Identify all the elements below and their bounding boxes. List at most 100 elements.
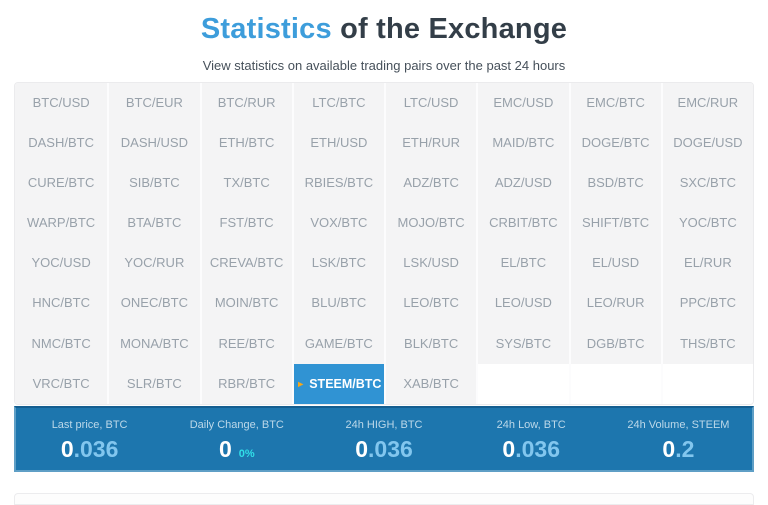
pair-cell[interactable]: YOC/BTC [660, 203, 753, 244]
pair-cell-selected[interactable]: ► STEEM/BTC [291, 363, 384, 404]
pair-cell[interactable]: EL/RUR [660, 243, 753, 284]
pair-cell[interactable]: XAB/BTC [384, 363, 477, 404]
pair-cell[interactable]: BTC/RUR [199, 83, 292, 124]
pair-cell[interactable]: HNC/BTC [15, 283, 108, 324]
stat-item: 24h Low, BTC 0.036 [458, 408, 605, 470]
pair-cell[interactable]: YOC/RUR [107, 243, 200, 284]
pair-cell[interactable]: RBIES/BTC [291, 163, 384, 204]
next-section-edge [14, 493, 754, 505]
pair-cell[interactable]: CREVA/BTC [199, 243, 292, 284]
pair-cell[interactable]: CRBIT/BTC [476, 203, 569, 244]
pair-cell[interactable]: BTC/USD [15, 83, 108, 124]
pair-cell[interactable]: PPC/BTC [660, 283, 753, 324]
stat-label: Daily Change, BTC [189, 419, 284, 431]
pair-cell[interactable]: EL/USD [568, 243, 661, 284]
stat-value-integer: 0 [60, 436, 74, 462]
pairs-grid-container: BTC/USD BTC/EUR BTC/RUR LTC/BTC LTC/USD EMC/U… [14, 82, 754, 405]
pair-cell[interactable]: TX/BTC [199, 163, 292, 204]
pair-cell[interactable]: DASH/USD [107, 123, 200, 164]
stat-change-percent-badge: 0% [238, 448, 255, 460]
pair-cell[interactable]: MONA/BTC [107, 323, 200, 364]
pair-cell[interactable]: RBR/BTC [199, 363, 292, 404]
stat-value-fraction: .036 [73, 436, 119, 462]
page-title: Statistics of the Exchange [0, 13, 768, 46]
stat-value: 0.036 [16, 436, 163, 463]
pair-cell[interactable]: LSK/USD [384, 243, 477, 284]
pair-cell[interactable]: EMC/USD [476, 83, 569, 124]
pair-cell[interactable]: ETH/USD [291, 123, 384, 164]
pair-cell[interactable]: LSK/BTC [291, 243, 384, 284]
pair-cell[interactable]: MOIN/BTC [199, 283, 292, 324]
pair-cell[interactable]: BTA/BTC [107, 203, 200, 244]
pair-cell[interactable]: SLR/BTC [107, 363, 200, 404]
pair-cell[interactable]: WARP/BTC [15, 203, 108, 244]
stat-value: 0.036 [310, 436, 457, 463]
page-title-rest: of the Exchange [331, 13, 568, 45]
page-title-highlight: Statistics [200, 13, 332, 45]
stat-label: 24h HIGH, BTC [345, 419, 423, 431]
stat-value-integer: 0 [218, 436, 232, 462]
pair-cell[interactable]: ETH/BTC [199, 123, 292, 164]
stat-value: 0.2 [605, 436, 752, 463]
pair-cell[interactable]: SXC/BTC [660, 163, 753, 204]
pair-cell-empty [660, 363, 753, 404]
pair-cell[interactable]: VOX/BTC [291, 203, 384, 244]
pair-cell[interactable]: YOC/USD [15, 243, 108, 284]
stats-bar: Last price, BTC 0.036 Daily Change, BTC 0 0%… [14, 406, 754, 472]
stat-value-fraction: .036 [368, 436, 413, 462]
pair-cell[interactable]: FST/BTC [199, 203, 292, 244]
pair-cell[interactable]: EL/BTC [476, 243, 569, 284]
pair-cell[interactable]: ADZ/USD [476, 163, 569, 204]
pair-cell[interactable]: CURE/BTC [15, 163, 108, 204]
pair-cell[interactable]: BLK/BTC [384, 323, 477, 364]
stat-value-integer: 0 [355, 436, 369, 462]
stat-item: 24h Volume, STEEM 0.2 [605, 408, 752, 470]
pair-cell[interactable]: ETH/RUR [384, 123, 477, 164]
stat-value-fraction: .2 [675, 436, 695, 462]
pair-cell[interactable]: LTC/USD [384, 83, 477, 124]
stat-label: Last price, BTC [51, 419, 128, 431]
pair-cell[interactable]: EMC/BTC [568, 83, 661, 124]
page-subtitle: View statistics on available trading pai… [202, 58, 566, 73]
pair-cell[interactable]: MOJO/BTC [384, 203, 477, 244]
pair-cell[interactable]: SHIFT/BTC [568, 203, 661, 244]
pair-cell[interactable]: THS/BTC [660, 323, 753, 364]
pair-cell[interactable]: DOGE/USD [660, 123, 753, 164]
pair-cell[interactable]: LEO/RUR [568, 283, 661, 324]
pair-cell[interactable]: SIB/BTC [107, 163, 200, 204]
stat-value: 0 0% [163, 436, 310, 463]
stat-item: Daily Change, BTC 0 0% [163, 408, 310, 470]
pairs-grid: BTC/USD BTC/EUR BTC/RUR LTC/BTC LTC/USD EMC/U… [15, 83, 753, 404]
pair-cell[interactable]: SYS/BTC [476, 323, 569, 364]
stat-item: Last price, BTC 0.036 [16, 408, 163, 470]
stat-value: 0.036 [458, 436, 605, 463]
pair-cell[interactable]: EMC/RUR [660, 83, 753, 124]
pair-cell[interactable]: VRC/BTC [15, 363, 108, 404]
pair-cell[interactable]: BSD/BTC [568, 163, 661, 204]
pair-cell[interactable]: GAME/BTC [291, 323, 384, 364]
pair-cell[interactable]: LEO/BTC [384, 283, 477, 324]
pair-cell[interactable]: BTC/EUR [107, 83, 200, 124]
selected-pair-arrow-icon: ► [296, 378, 306, 389]
pair-cell[interactable]: LTC/BTC [291, 83, 384, 124]
pair-cell[interactable]: DGB/BTC [568, 323, 661, 364]
pair-cell[interactable]: DASH/BTC [15, 123, 108, 164]
pair-cell[interactable]: BLU/BTC [291, 283, 384, 324]
pair-cell[interactable]: LEO/USD [476, 283, 569, 324]
page-header: Statistics of the Exchange View statisti… [0, 0, 768, 73]
pair-cell[interactable]: REE/BTC [199, 323, 292, 364]
stat-value-integer: 0 [502, 436, 516, 462]
stat-value-integer: 0 [662, 436, 676, 462]
stat-value-fraction: .036 [515, 436, 560, 462]
pair-cell[interactable]: MAID/BTC [476, 123, 569, 164]
stat-label: 24h Volume, STEEM [627, 419, 730, 431]
pair-label: STEEM/BTC [309, 376, 382, 391]
pair-cell[interactable]: NMC/BTC [15, 323, 108, 364]
pair-cell[interactable]: ADZ/BTC [384, 163, 477, 204]
stat-label: 24h Low, BTC [496, 419, 566, 431]
pair-cell[interactable]: ONEC/BTC [107, 283, 200, 324]
pair-cell[interactable]: DOGE/BTC [568, 123, 661, 164]
pair-cell-empty [568, 363, 661, 404]
pair-cell-empty [476, 363, 569, 404]
stat-item: 24h HIGH, BTC 0.036 [310, 408, 457, 470]
